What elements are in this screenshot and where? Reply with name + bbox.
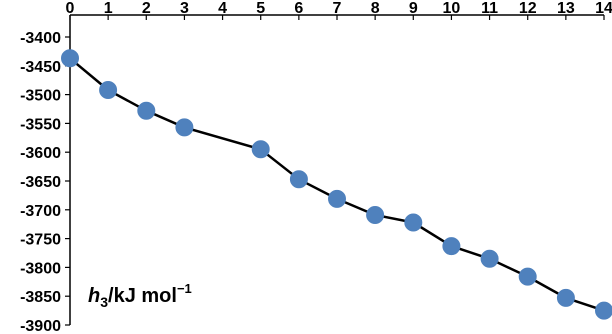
data-point <box>289 170 308 189</box>
data-point <box>137 101 156 120</box>
data-point <box>518 267 537 286</box>
data-point <box>175 118 194 137</box>
data-point <box>404 213 423 232</box>
y-tick-label: -3550 <box>20 116 61 133</box>
x-tick-label: 6 <box>294 0 303 17</box>
data-point <box>366 206 385 224</box>
x-tick-label: 1 <box>104 0 113 17</box>
y-axis-label: h3/kJ mol−1 <box>88 281 192 310</box>
x-tick-label: 2 <box>142 0 151 17</box>
x-tick-label: 12 <box>519 0 537 17</box>
y-tick-label: -3750 <box>20 232 61 249</box>
y-tick-label: -3450 <box>20 59 61 76</box>
data-point <box>556 288 575 307</box>
x-tick-label: 3 <box>180 0 189 17</box>
y-axis-ticks: -3400 -3450 -3500 -3550 -3600 -3650 -3700 -3750… <box>20 30 70 334</box>
x-tick-label: 11 <box>481 0 498 17</box>
data-point <box>442 237 461 256</box>
x-tick-label: 0 <box>66 0 75 17</box>
series-layer <box>61 49 612 320</box>
y-tick-label: -3800 <box>20 260 61 277</box>
x-tick-label: 4 <box>218 0 227 17</box>
data-point <box>328 189 346 208</box>
x-tick-label: 13 <box>557 0 575 17</box>
data-point <box>480 249 499 268</box>
y-tick-label: -3400 <box>20 30 61 47</box>
data-point <box>61 49 79 68</box>
data-point <box>595 301 612 320</box>
data-point <box>251 140 270 159</box>
y-tick-label: -3900 <box>20 318 61 334</box>
y-tick-label: -3850 <box>20 289 61 306</box>
x-tick-label: 14 <box>595 0 612 17</box>
x-axis-ticks: 0 1 2 3 4 5 6 7 8 9 10 11 12 13 14 <box>66 0 612 20</box>
y-axis-label-sub: 3 <box>100 294 108 310</box>
y-tick-label: -3650 <box>20 174 61 191</box>
x-tick-label: 10 <box>443 0 461 17</box>
y-tick-label: -3700 <box>20 203 61 220</box>
y-axis-label-sup: −1 <box>177 281 192 296</box>
x-tick-label: 5 <box>256 0 265 17</box>
y-tick-label: -3500 <box>20 88 61 105</box>
y-axis-label-var: h <box>88 285 100 307</box>
y-tick-label: -3600 <box>20 145 61 162</box>
x-tick-label: 8 <box>371 0 380 17</box>
x-tick-label: 7 <box>333 0 342 17</box>
data-point <box>99 81 118 99</box>
x-tick-label: 9 <box>409 0 418 17</box>
y-axis-label-unit: /kJ mol <box>108 285 177 307</box>
